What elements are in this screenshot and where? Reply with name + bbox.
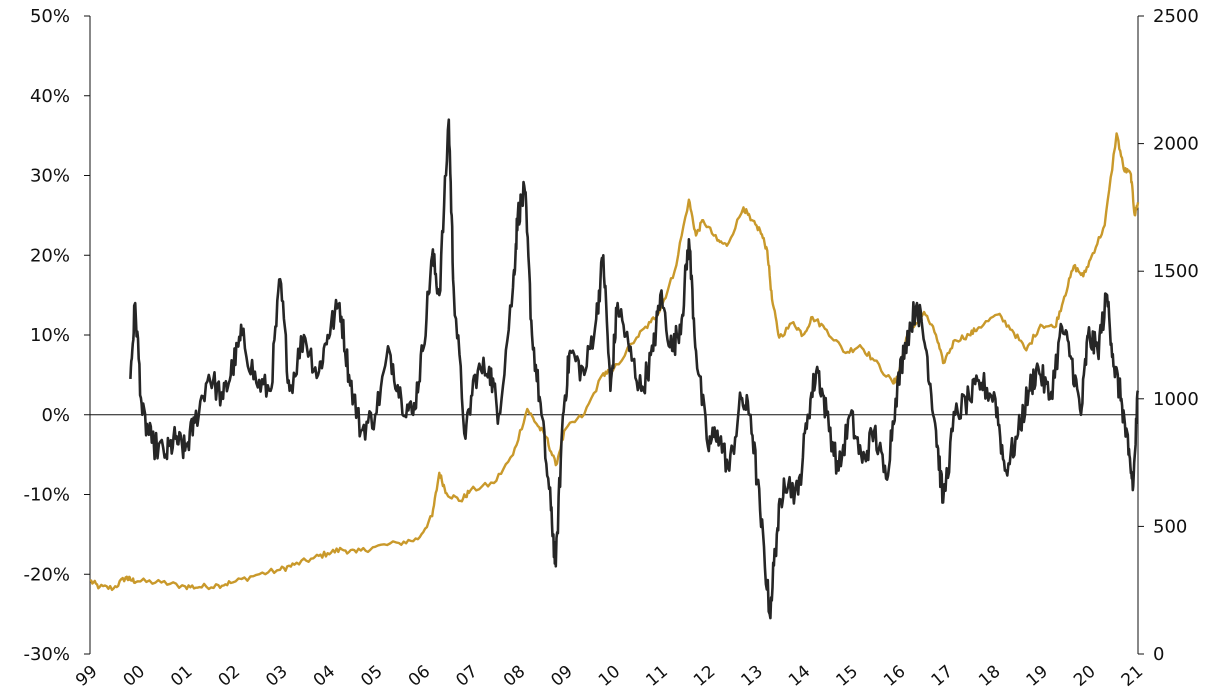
left-tick-label: 10% bbox=[30, 325, 70, 346]
x-tick-label: 17 bbox=[928, 662, 957, 690]
x-tick-label: 04 bbox=[310, 662, 339, 690]
left-tick-label: 0% bbox=[41, 405, 70, 426]
left-tick-label: -30% bbox=[23, 644, 70, 665]
x-tick-label: 20 bbox=[1070, 662, 1099, 690]
x-tick-label: 00 bbox=[120, 662, 149, 690]
x-tick-label: 16 bbox=[880, 662, 909, 690]
x-tick-label: 10 bbox=[595, 662, 624, 690]
x-tick-label: 18 bbox=[975, 662, 1004, 690]
left-tick-label: 30% bbox=[30, 166, 70, 187]
right-tick-label: 0 bbox=[1153, 644, 1164, 665]
x-tick-label: 09 bbox=[547, 662, 576, 690]
x-tick-label: 12 bbox=[690, 662, 719, 690]
series-line-right-axis bbox=[89, 132, 1140, 592]
x-tick-label: 07 bbox=[452, 662, 481, 690]
x-tick-label: 06 bbox=[405, 662, 434, 690]
x-axis-ticks: 99 00 01 02 03 04 05 06 07 08 09 10 11 12 13 14 15 16 17 18… bbox=[72, 662, 1147, 690]
x-tick-label: 21 bbox=[1118, 662, 1147, 690]
axes bbox=[89, 16, 1139, 654]
right-tick-label: 2500 bbox=[1153, 6, 1199, 27]
x-tick-label: 15 bbox=[833, 662, 862, 690]
right-axis-ticks: 0 500 1000 1500 2000 2500 bbox=[1138, 6, 1199, 665]
left-tick-label: 40% bbox=[30, 86, 70, 107]
right-tick-label: 2000 bbox=[1153, 134, 1199, 155]
left-tick-label: 50% bbox=[30, 6, 70, 27]
right-tick-label: 500 bbox=[1153, 516, 1187, 537]
x-tick-label: 14 bbox=[785, 662, 814, 690]
x-tick-label: 08 bbox=[500, 662, 529, 690]
x-tick-label: 99 bbox=[72, 662, 101, 690]
x-tick-label: 19 bbox=[1023, 662, 1052, 690]
series-layer bbox=[89, 118, 1140, 620]
x-tick-label: 11 bbox=[642, 662, 671, 690]
left-axis-ticks: -30% -20% -10% 0% 10% 20% 30% 40% 50% bbox=[23, 6, 90, 665]
left-tick-label: 20% bbox=[30, 245, 70, 266]
x-tick-label: 02 bbox=[215, 662, 244, 690]
x-tick-label: 05 bbox=[357, 662, 386, 690]
x-tick-label: 03 bbox=[262, 662, 291, 690]
left-tick-label: -10% bbox=[23, 485, 70, 506]
x-tick-label: 01 bbox=[167, 662, 196, 690]
x-tick-label: 13 bbox=[737, 662, 766, 690]
series-line-left-axis bbox=[129, 118, 1140, 620]
right-tick-label: 1000 bbox=[1153, 389, 1199, 410]
right-tick-label: 1500 bbox=[1153, 261, 1199, 282]
left-tick-label: -20% bbox=[23, 564, 70, 585]
